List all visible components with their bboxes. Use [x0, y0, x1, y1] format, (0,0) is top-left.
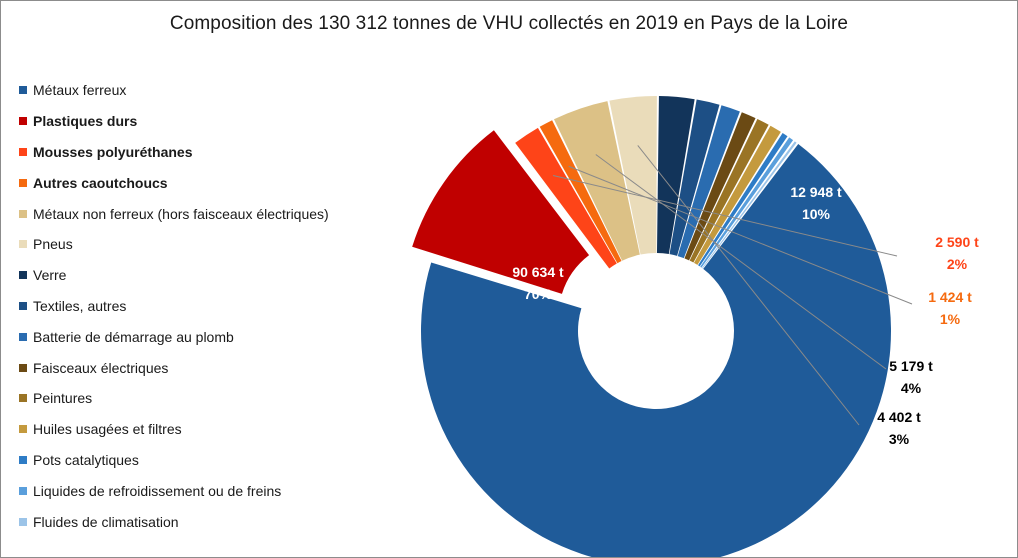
legend-swatch	[19, 486, 27, 495]
leader-line-metaux-non-ferreux-hors-faisceaux-electriques	[595, 154, 887, 370]
slice-faisceaux-electriques	[684, 112, 756, 261]
legend-label: Métaux non ferreux (hors faisceaux élect…	[33, 205, 329, 222]
legend-swatch	[19, 271, 27, 280]
data-label-percent-autres-caoutchoucs: 1%	[940, 311, 961, 327]
slice-peintures	[689, 118, 769, 263]
legend: Métaux ferreux Plastiques durs Mousses pol…	[19, 75, 329, 537]
leader-line-pneus	[637, 145, 860, 426]
data-label-value-mousses-polyurethanes: 2 590 t	[935, 234, 979, 250]
slice-textiles-autres	[669, 99, 720, 256]
legend-item-verre: Verre	[19, 260, 329, 291]
legend-label: Plastiques durs	[33, 113, 138, 130]
data-label-percent-metaux-ferreux: 70%	[524, 286, 553, 302]
legend-label: Verre	[33, 267, 67, 284]
legend-item-metaux-ferreux: Métaux ferreux	[19, 75, 329, 106]
data-label-value-metaux-non-ferreux-hors-faisceaux-electriques: 5 179 t	[889, 358, 933, 374]
legend-label: Mousses polyuréthanes	[33, 143, 193, 160]
legend-item-metaux-non-ferreux-hors-faisceaux-electriques: Métaux non ferreux (hors faisceaux élect…	[19, 198, 329, 229]
legend-swatch	[19, 117, 27, 126]
legend-label: Textiles, autres	[33, 297, 127, 314]
data-label-percent-mousses-polyurethanes: 2%	[947, 256, 968, 272]
legend-item-plastiques-durs: Plastiques durs	[19, 106, 329, 137]
data-label-value-autres-caoutchoucs: 1 424 t	[928, 289, 972, 305]
slice-pneus	[609, 96, 657, 255]
legend-item-batterie-de-demarrage-au-plomb: Batterie de démarrage au plomb	[19, 321, 329, 352]
legend-swatch	[19, 178, 27, 187]
legend-swatch	[19, 425, 27, 434]
legend-label: Huiles usagées et filtres	[33, 421, 182, 438]
slice-autres-caoutchoucs	[539, 120, 622, 264]
data-label-value-plastiques-durs: 12 948 t	[790, 184, 842, 200]
slice-fluides-de-climatisation	[702, 141, 797, 269]
slice-batterie-de-demarrage-au-plomb	[677, 105, 740, 259]
legend-swatch	[19, 455, 27, 464]
legend-item-mousses-polyurethanes: Mousses polyuréthanes	[19, 137, 329, 168]
legend-label: Fluides de climatisation	[33, 513, 179, 530]
legend-item-huiles-usagees-et-filtres: Huiles usagées et filtres	[19, 414, 329, 445]
legend-label: Faisceaux électriques	[33, 359, 169, 376]
chart-title: Composition des 130 312 tonnes de VHU co…	[169, 13, 849, 34]
data-label-percent-plastiques-durs: 10%	[802, 206, 831, 222]
data-label-percent-metaux-non-ferreux-hors-faisceaux-electriques: 4%	[901, 380, 922, 396]
legend-item-fluides-de-climatisation: Fluides de climatisation	[19, 506, 329, 537]
slice-verre	[656, 96, 695, 255]
slice-plastiques-durs	[412, 130, 590, 294]
legend-item-faisceaux-electriques: Faisceaux électriques	[19, 352, 329, 383]
legend-swatch	[19, 240, 27, 249]
legend-swatch	[19, 147, 27, 156]
leader-line-mousses-polyurethanes	[552, 174, 898, 257]
slice-metaux-ferreux	[421, 143, 891, 557]
legend-label: Pots catalytiques	[33, 451, 139, 468]
legend-item-liquides-de-refroidissement-ou-de-freins: Liquides de refroidissement ou de freins	[19, 475, 329, 506]
legend-swatch	[19, 363, 27, 372]
legend-item-textiles-autres: Textiles, autres	[19, 291, 329, 322]
legend-swatch	[19, 332, 27, 341]
slice-huiles-usagees-et-filtres	[693, 125, 781, 265]
data-label-value-metaux-ferreux: 90 634 t	[512, 264, 564, 280]
legend-label: Liquides de refroidissement ou de freins	[33, 482, 282, 499]
data-label-value-pneus: 4 402 t	[877, 409, 921, 425]
legend-item-autres-caoutchoucs: Autres caoutchoucs	[19, 167, 329, 198]
legend-swatch	[19, 209, 27, 218]
legend-swatch	[19, 86, 27, 95]
legend-label: Autres caoutchoucs	[33, 174, 168, 191]
legend-label: Peintures	[33, 390, 93, 407]
legend-label: Pneus	[33, 236, 73, 253]
legend-label: Métaux ferreux	[33, 82, 127, 99]
data-label-percent-pneus: 3%	[889, 431, 910, 447]
legend-label: Batterie de démarrage au plomb	[33, 328, 234, 345]
legend-swatch	[19, 394, 27, 403]
legend-swatch	[19, 301, 27, 310]
legend-item-pneus: Pneus	[19, 229, 329, 260]
slice-pots-catalytiques	[698, 133, 788, 267]
slice-liquides-de-refroidissement-ou-de-freins	[700, 137, 794, 268]
legend-item-peintures: Peintures	[19, 383, 329, 414]
legend-swatch	[19, 517, 27, 526]
legend-item-pots-catalytiques: Pots catalytiques	[19, 445, 329, 476]
slice-metaux-non-ferreux-hors-faisceaux-electriques	[553, 101, 640, 261]
slice-mousses-polyurethanes	[515, 127, 617, 269]
leader-line-autres-caoutchoucs	[568, 165, 913, 305]
